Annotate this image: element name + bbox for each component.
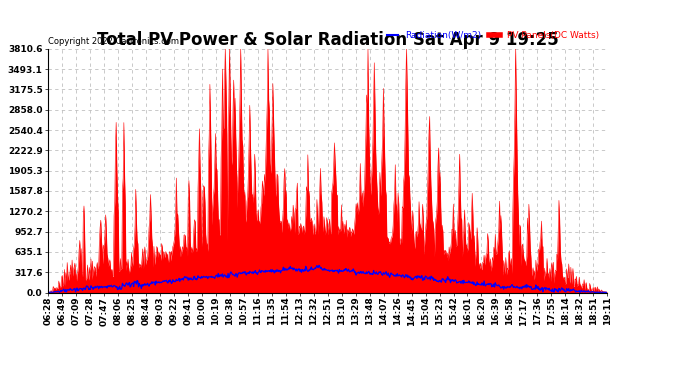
Legend: Radiation(W/m2), PV Panels(DC Watts): Radiation(W/m2), PV Panels(DC Watts) — [384, 28, 602, 44]
Text: Copyright 2022 Cartronics.com: Copyright 2022 Cartronics.com — [48, 38, 179, 46]
Title: Total PV Power & Solar Radiation Sat Apr 9 19:25: Total PV Power & Solar Radiation Sat Apr… — [97, 31, 559, 49]
